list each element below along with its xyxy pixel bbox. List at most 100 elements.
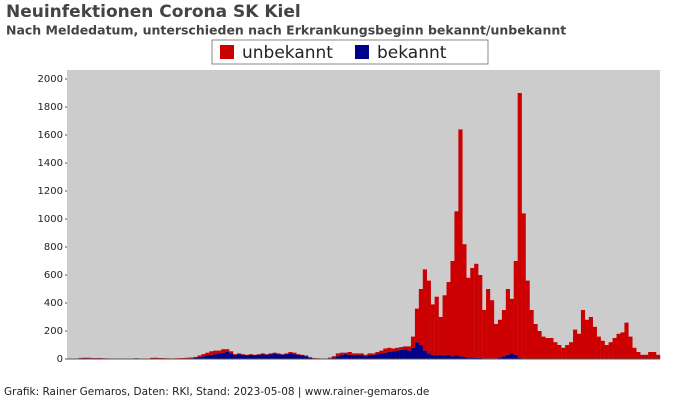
bar [458, 356, 463, 359]
bar [454, 211, 459, 356]
legend-label: bekannt [377, 43, 447, 63]
bar [596, 336, 601, 359]
bar [553, 342, 558, 359]
bar [260, 353, 265, 355]
bar [632, 347, 637, 359]
bar [288, 352, 293, 354]
bar [209, 351, 214, 355]
bar [284, 353, 289, 355]
bar [430, 354, 435, 359]
bar [252, 355, 257, 359]
bar [272, 352, 277, 354]
bar [391, 348, 396, 352]
bar [612, 338, 617, 359]
bar [509, 353, 514, 359]
bar [248, 354, 254, 355]
bar [335, 356, 340, 359]
bar [217, 350, 222, 354]
bar [624, 322, 629, 359]
bar [240, 354, 246, 359]
bar [490, 300, 495, 359]
y-tick-label: 1800 [38, 102, 63, 113]
y-tick-label: 200 [44, 326, 63, 337]
bar [225, 349, 230, 352]
bar [351, 353, 356, 356]
bar [422, 350, 427, 359]
bar [588, 317, 593, 359]
bar [331, 356, 337, 358]
bar [256, 354, 261, 355]
y-tick-label: 800 [44, 242, 63, 253]
bar [620, 332, 625, 359]
bar [648, 352, 653, 359]
bar [640, 354, 645, 359]
bar [209, 354, 214, 359]
bar [150, 357, 155, 359]
bar [580, 310, 586, 359]
bar [248, 354, 254, 359]
bar [438, 317, 443, 355]
bar [347, 354, 352, 359]
bar [450, 261, 455, 357]
bar [217, 353, 222, 359]
bar [557, 345, 562, 359]
bar [383, 352, 388, 359]
bar [268, 353, 273, 355]
bar [422, 269, 427, 351]
bar [347, 352, 352, 355]
y-tick-label: 0 [57, 354, 63, 365]
bar [410, 347, 416, 359]
bar [414, 308, 420, 343]
bar [497, 357, 503, 359]
plot-background [67, 70, 660, 359]
bar [236, 354, 242, 359]
bar [205, 352, 210, 356]
bar [505, 354, 510, 359]
bar [628, 336, 633, 359]
bar [379, 350, 384, 354]
chart-subtitle: Nach Meldedatum, unterschieden nach Erkr… [6, 23, 566, 38]
bar [426, 280, 431, 354]
bar [616, 333, 621, 359]
bar [383, 348, 388, 353]
bar [410, 336, 416, 348]
bar [276, 353, 281, 355]
bar [466, 277, 471, 358]
bar [438, 354, 443, 359]
bar [233, 354, 238, 355]
bar [414, 342, 420, 359]
bar [470, 357, 475, 359]
bar [272, 353, 277, 359]
bar [205, 355, 210, 359]
bar [387, 352, 392, 359]
bar [221, 349, 226, 353]
bar [466, 357, 471, 359]
bar [351, 355, 356, 359]
bar [462, 356, 467, 359]
y-tick-label: 1400 [38, 158, 63, 169]
bar [493, 324, 499, 359]
bar [221, 352, 226, 359]
bar [434, 355, 439, 359]
bar [252, 354, 257, 356]
bar [300, 354, 305, 356]
bar [446, 354, 451, 359]
bar [426, 353, 431, 359]
bar [399, 349, 404, 359]
bar [565, 345, 570, 359]
y-tick-label: 2000 [38, 74, 63, 85]
bar [236, 353, 242, 355]
bar [331, 357, 337, 359]
bar [375, 352, 380, 355]
bar [367, 355, 372, 359]
bar [525, 280, 530, 359]
bar [181, 358, 186, 359]
bar [561, 347, 566, 359]
bar [395, 350, 400, 359]
bar [343, 354, 348, 359]
bar [406, 346, 412, 351]
bar [656, 354, 661, 359]
bar [482, 310, 487, 359]
